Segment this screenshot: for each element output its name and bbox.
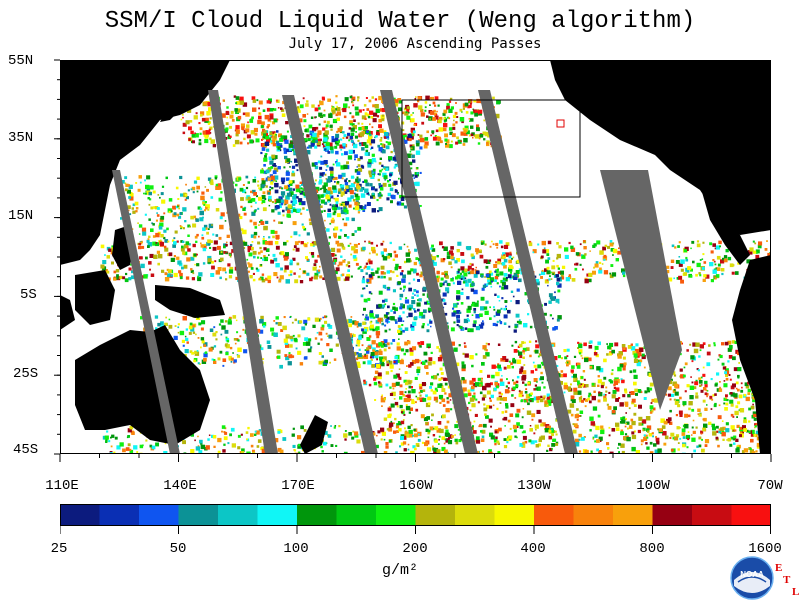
colorbar-swatch [376,504,416,526]
lat-label-5s: 5S [20,287,37,303]
colorbar-swatch [573,504,614,526]
new-guinea-land [155,285,225,318]
etl-letter-l: L [792,586,800,598]
swath-gap-1 [112,170,180,454]
colorbar-swatch [494,504,535,526]
borneo-land [75,270,115,325]
lat-label-45s: 45S [13,442,39,458]
map-panel [60,60,771,454]
south-america-land [732,255,771,454]
swath-gap-6 [600,170,682,410]
colorbar-swatch [455,504,495,526]
etl-letter-e: E [775,562,783,574]
colorbar-label-800: 800 [639,541,665,557]
colorbar-swatch [415,504,456,526]
lat-label-15n: 15N [8,208,34,224]
colorbar-label-1600: 1600 [748,541,782,557]
colorbar-swatch [139,504,179,526]
colorbar-swatch [99,504,140,526]
colorbar-swatch [613,504,653,526]
cloud-field [100,95,771,454]
map-subtitle: July 17, 2006 Ascending Passes [288,36,542,52]
colorbar-unit: g/m² [381,562,418,579]
australia-land [75,325,210,445]
location-marker [556,119,565,128]
central-america-land [700,185,750,265]
colorbar-swatch [297,504,337,526]
etl-letter-t: T [783,574,791,586]
colorbar-label-50: 50 [169,541,187,557]
swath-gap-3 [282,95,378,454]
colorbar-label-400: 400 [520,541,546,557]
colorbar [60,504,771,534]
colorbar-label-100: 100 [283,541,309,557]
north-america-land [550,60,771,235]
colorbar-swatch [218,504,258,526]
lon-label-110e: 110E [45,478,79,494]
colorbar-swatch [60,504,100,526]
colorbar-label-25: 25 [50,541,68,557]
lat-label-25s: 25S [13,366,39,382]
map-title: SSM/I Cloud Liquid Water (Weng algorithm… [104,8,696,35]
swath-gap-2 [208,90,278,454]
swath-gap-4 [380,90,478,454]
lon-label-160w: 160W [399,478,433,494]
map-frame [60,60,771,454]
new-zealand-land [300,415,328,454]
colorbar-swatch [692,504,732,526]
colorbar-swatch [731,504,771,526]
lat-label-35n: 35N [8,130,34,146]
lon-label-70w: 70W [757,478,783,494]
lon-label-130w: 130W [517,478,551,494]
lon-label-100w: 100W [636,478,670,494]
asia-land [60,60,230,265]
lon-label-170e: 170E [281,478,315,494]
colorbar-swatch [534,504,574,526]
noaa-logo-icon: NOAA [730,556,774,600]
sumatra-land [60,295,75,330]
lon-label-140e: 140E [163,478,197,494]
noaa-logo-text: NOAA [740,570,764,579]
colorbar-swatch [652,504,693,526]
region-box [401,99,581,198]
colorbar-swatch [336,504,377,526]
swath-gaps [112,90,682,454]
swath-gap-5 [478,90,578,454]
colorbar-swatch [257,504,298,526]
colorbar-swatch [178,504,219,526]
land-masses [60,60,771,454]
colorbar-frame [60,504,771,526]
lat-label-55n: 55N [8,53,34,69]
japan-land [160,68,192,122]
colorbar-label-200: 200 [402,541,428,557]
